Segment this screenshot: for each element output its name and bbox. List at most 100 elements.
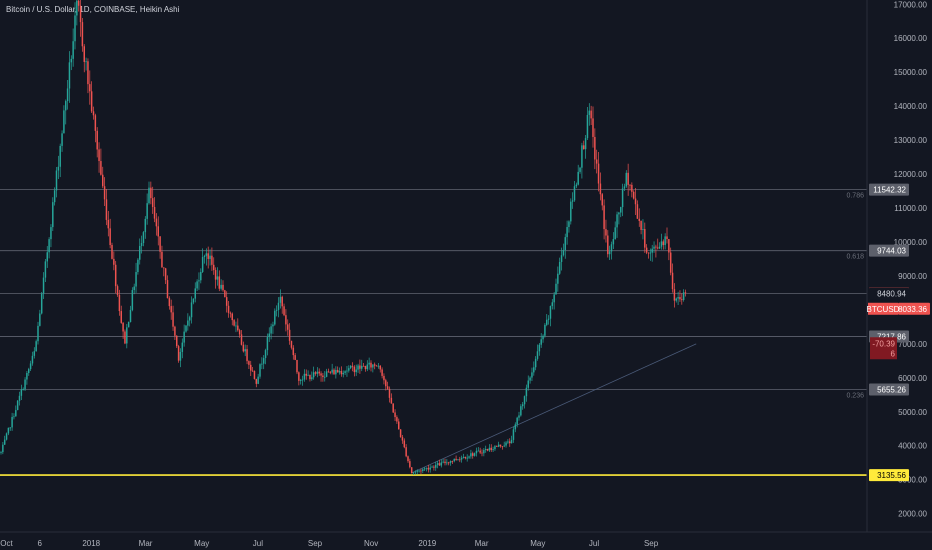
candle-body: [155, 218, 158, 227]
candle-body: [153, 206, 156, 219]
candle-body: [131, 290, 134, 310]
candle-body: [312, 372, 315, 378]
candle-body: [431, 466, 433, 468]
candle-body: [139, 246, 141, 260]
candle-body: [440, 462, 443, 466]
candle-body: [70, 58, 73, 63]
candle-body: [18, 395, 21, 401]
candle-body: [459, 459, 461, 461]
candle-body: [72, 41, 74, 59]
candle-body: [457, 459, 459, 461]
candle-body: [220, 284, 222, 289]
candle-body: [669, 252, 672, 273]
candle-body: [429, 467, 431, 470]
price-tag: [869, 183, 909, 196]
candle-body: [320, 373, 322, 376]
candle-body: [185, 325, 187, 332]
candle-body: [231, 313, 233, 321]
candle-body: [553, 294, 555, 303]
candle-body: [213, 264, 215, 271]
candle-body: [277, 302, 280, 310]
time-tick-label: Oct: [0, 539, 13, 548]
candle-body: [316, 371, 319, 374]
candle-body: [477, 450, 480, 452]
candle-body: [394, 412, 396, 418]
price-tag: [869, 287, 909, 300]
candle-body: [333, 369, 335, 375]
candle-body: [396, 417, 398, 422]
price-tick-label: 11000.00: [894, 204, 927, 213]
candle-body: [187, 320, 189, 326]
candle-body: [420, 470, 422, 472]
price-tag-label: 8033.36: [898, 305, 927, 314]
candle-body: [166, 280, 169, 299]
time-tick-label: May: [194, 539, 209, 548]
candle-body: [301, 379, 304, 381]
candle-body: [571, 200, 574, 202]
candle-body: [90, 91, 93, 112]
candle-body: [120, 311, 122, 323]
candle-body: [681, 299, 683, 301]
price-tag: [898, 302, 930, 315]
candle-body: [682, 292, 685, 300]
candle-body: [68, 62, 71, 89]
candle-body: [35, 341, 37, 352]
candle-body: [403, 440, 406, 448]
candle-body: [357, 365, 359, 370]
candle-body: [483, 450, 485, 454]
candle-body: [192, 298, 195, 303]
candle-body: [127, 321, 130, 328]
candle-body: [542, 335, 544, 340]
candle-body: [468, 456, 470, 458]
candle-body: [671, 272, 674, 290]
candle-body: [305, 373, 307, 376]
candle-body: [55, 170, 58, 191]
candle-body: [603, 205, 605, 230]
candle-body: [16, 400, 19, 411]
candle-body: [427, 467, 430, 470]
price-tick-label: 13000.00: [894, 136, 928, 145]
candle-body: [157, 226, 159, 237]
candle-body: [673, 289, 676, 301]
candle-body: [501, 446, 504, 448]
candle-body: [92, 111, 95, 116]
candle-body: [235, 325, 237, 327]
candle-body: [359, 365, 361, 369]
candle-body: [460, 457, 463, 460]
trend-line: [411, 343, 697, 474]
candle-body: [644, 229, 646, 248]
candle-body: [288, 329, 291, 341]
candle-body: [274, 310, 276, 325]
candle-body: [418, 470, 420, 472]
candle-body: [499, 444, 502, 447]
candle-body: [621, 188, 624, 208]
candle-body: [462, 456, 465, 458]
candle-body: [26, 372, 28, 380]
candle-body: [342, 372, 344, 375]
candle-body: [11, 416, 13, 428]
candle-body: [290, 340, 293, 348]
price-axis[interactable]: 2000.00 3000.00 4000.00 5000.00 6000.00 7000.…: [894, 0, 928, 518]
candle-body: [610, 244, 613, 252]
candle-body: [607, 235, 609, 255]
candle-body: [436, 463, 439, 465]
candle-body: [85, 61, 87, 63]
candle-body: [140, 243, 143, 247]
candle-body: [50, 227, 52, 240]
candle-body: [48, 239, 50, 253]
candle-body: [216, 276, 219, 280]
candle-body: [142, 232, 145, 244]
candle-body: [546, 319, 548, 325]
candle-body: [44, 261, 47, 278]
candle-body: [283, 306, 285, 316]
time-axis[interactable]: Oct 6 2018 Mar May Jul Sep Nov 2019 Mar May Jul Sep: [0, 539, 658, 548]
candle-body: [638, 218, 640, 221]
fib-label: 0.236: [846, 393, 864, 400]
candle-body: [37, 325, 39, 342]
candle-body: [481, 452, 483, 454]
candle-body: [170, 306, 172, 313]
candle-body: [42, 277, 45, 294]
candle-body: [388, 388, 391, 398]
candle-body: [9, 427, 11, 429]
